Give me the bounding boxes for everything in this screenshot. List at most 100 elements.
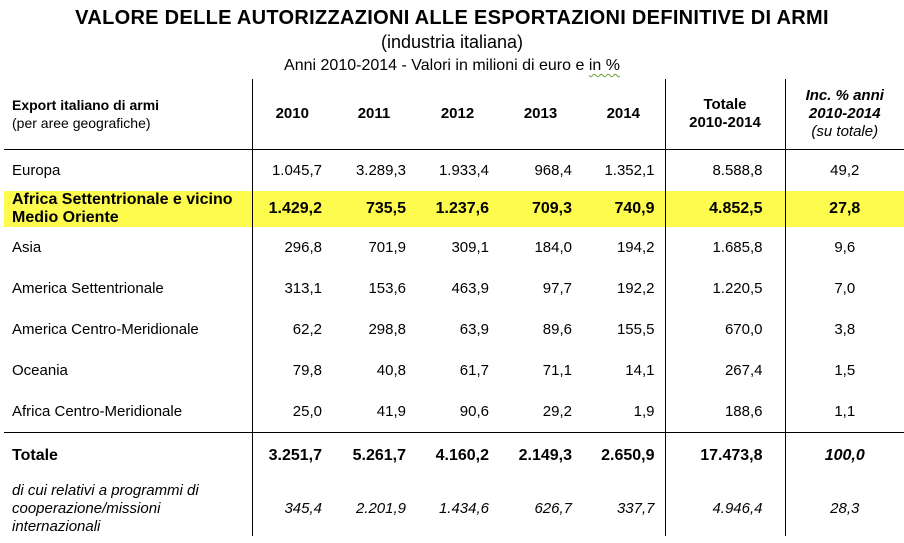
- row-total: 4.852,5: [664, 191, 785, 227]
- row-value: 740,9: [582, 191, 665, 227]
- row-label: Europa: [12, 161, 61, 179]
- table-row: Africa Centro-Meridionale 25,0 41,9 90,6 29,…: [4, 391, 904, 432]
- header-year: 2013: [499, 79, 582, 150]
- row-pct: 28,3: [784, 480, 904, 536]
- row-value: 63,9: [459, 321, 489, 338]
- row-pct: 49,2: [784, 149, 904, 191]
- header-year: 2010: [251, 79, 332, 150]
- row-pct: 27,8: [784, 191, 904, 227]
- row-label: Africa Settentrionale e vicino Medio Ori…: [4, 191, 252, 227]
- row-label: America Settentrionale: [12, 280, 164, 297]
- row-value: 2.650,9: [582, 431, 665, 480]
- row-value: 61,7: [459, 362, 489, 379]
- row-value: 1.933,4: [438, 161, 489, 179]
- row-label: Africa Centro-Meridionale: [12, 402, 183, 420]
- header-row: Export italiano di armi (per aree geogra…: [4, 79, 904, 150]
- row-value: 41,9: [376, 402, 406, 420]
- row-total: 267,4: [664, 350, 785, 391]
- row-total: 8.588,8: [664, 149, 785, 191]
- row-value: 194,2: [616, 239, 655, 256]
- row-label: America Centro-Meridionale: [12, 321, 199, 338]
- row-value: 71,1: [542, 362, 572, 379]
- row-value: 1.352,1: [604, 161, 655, 179]
- row-value: 701,9: [368, 239, 406, 256]
- row-label: Oceania: [12, 362, 68, 379]
- row-value: 1.434,6: [438, 500, 489, 517]
- row-pct: 3,8: [784, 309, 904, 350]
- row-value: 1.429,2: [251, 191, 332, 227]
- row-value: 1,9: [633, 402, 655, 420]
- header-pct-line1: Inc. % anni: [805, 86, 884, 104]
- row-pct: 1,1: [784, 391, 904, 432]
- row-value: 97,7: [542, 280, 572, 297]
- row-value: 313,1: [251, 268, 332, 309]
- export-table: Export italiano di armi (per aree geogra…: [4, 79, 904, 536]
- row-value: 192,2: [616, 280, 655, 297]
- row-total: 670,0: [664, 309, 785, 350]
- table-body: Europa 1.045,7 3.289,3 1.933,4 968,4 1.352,1 8…: [4, 149, 904, 536]
- row-value: 735,5: [332, 191, 416, 227]
- header-year: 2012: [416, 79, 499, 150]
- row-pct: 9,6: [784, 227, 904, 268]
- row-value: 2.201,9: [355, 500, 406, 517]
- row-pct: 100,0: [784, 431, 904, 480]
- row-value: 5.261,7: [332, 431, 416, 480]
- row-value: 1.045,7: [251, 149, 332, 191]
- page-title: VALORE DELLE AUTORIZZAZIONI ALLE ESPORTA…: [75, 7, 829, 29]
- row-value: 337,7: [616, 500, 655, 517]
- caption-text: Anni 2010-2014 - Valori in milioni di eu…: [284, 57, 589, 74]
- row-value: 345,4: [251, 480, 332, 536]
- header-total: Totale 2010-2014: [664, 79, 785, 150]
- page-subtitle: (industria italiana): [380, 32, 524, 52]
- row-value: 79,8: [251, 350, 332, 391]
- table-row: America Settentrionale 313,1 153,6 463,9 97,…: [4, 268, 904, 309]
- row-value: 309,1: [451, 239, 489, 256]
- row-total: 188,6: [664, 391, 785, 432]
- row-label: di cui relativi a programmi di cooperazi…: [12, 482, 199, 535]
- row-value: 14,1: [625, 362, 655, 379]
- row-value: 968,4: [534, 161, 572, 179]
- table-row: Europa 1.045,7 3.289,3 1.933,4 968,4 1.352,1 8…: [4, 149, 904, 191]
- table-row: Africa Settentrionale e vicino Medio Ori…: [4, 191, 904, 227]
- row-value: 89,6: [542, 321, 572, 338]
- caption-unit: in %: [588, 57, 620, 74]
- row-total: 4.946,4: [664, 480, 785, 536]
- row-value: 62,2: [251, 309, 332, 350]
- row-value: 709,3: [499, 191, 582, 227]
- row-value: 40,8: [376, 362, 406, 379]
- header-year: 2014: [582, 79, 665, 150]
- table-row: Totale 3.251,7 5.261,7 4.160,2 2.149,3 2.650,…: [4, 431, 904, 480]
- row-value: 296,8: [251, 227, 332, 268]
- table-row: Asia 296,8 701,9 309,1 184,0 194,2 1.685,8 9,6: [4, 227, 904, 268]
- table-row: America Centro-Meridionale 62,2 298,8 63,9 8…: [4, 309, 904, 350]
- row-value: 25,0: [251, 391, 332, 432]
- row-total: 1.685,8: [664, 227, 785, 268]
- row-value: 2.149,3: [499, 431, 582, 480]
- header-label-title: Export italiano di armi: [12, 96, 160, 113]
- row-value: 184,0: [534, 239, 572, 256]
- row-total: 1.220,5: [664, 268, 785, 309]
- header-total-line1: Totale: [703, 95, 747, 113]
- row-value: 4.160,2: [416, 431, 499, 480]
- row-value: 298,8: [368, 321, 406, 338]
- row-label: Totale: [4, 431, 252, 480]
- header-total-line2: 2010-2014: [689, 113, 761, 131]
- header-label: Export italiano di armi (per aree geogra…: [4, 79, 252, 150]
- header-pct: Inc. % anni 2010-2014 (su totale): [784, 79, 904, 150]
- row-total: 17.473,8: [664, 431, 785, 480]
- row-value: 3.251,7: [251, 431, 332, 480]
- row-value: 1.237,6: [416, 191, 499, 227]
- table-row: Oceania 79,8 40,8 61,7 71,1 14,1 267,4 1,5: [4, 350, 904, 391]
- header-year: 2011: [332, 79, 416, 150]
- table-row: di cui relativi a programmi di cooperazi…: [4, 480, 904, 536]
- row-pct: 7,0: [784, 268, 904, 309]
- row-value: 463,9: [451, 280, 489, 297]
- row-value: 155,5: [616, 321, 655, 338]
- row-label: Asia: [12, 239, 42, 256]
- header-label-subtitle: (per aree geografiche): [12, 114, 151, 131]
- row-value: 3.289,3: [355, 161, 406, 179]
- row-pct: 1,5: [784, 350, 904, 391]
- row-value: 29,2: [542, 402, 572, 420]
- row-value: 626,7: [534, 500, 572, 517]
- row-value: 90,6: [459, 402, 489, 420]
